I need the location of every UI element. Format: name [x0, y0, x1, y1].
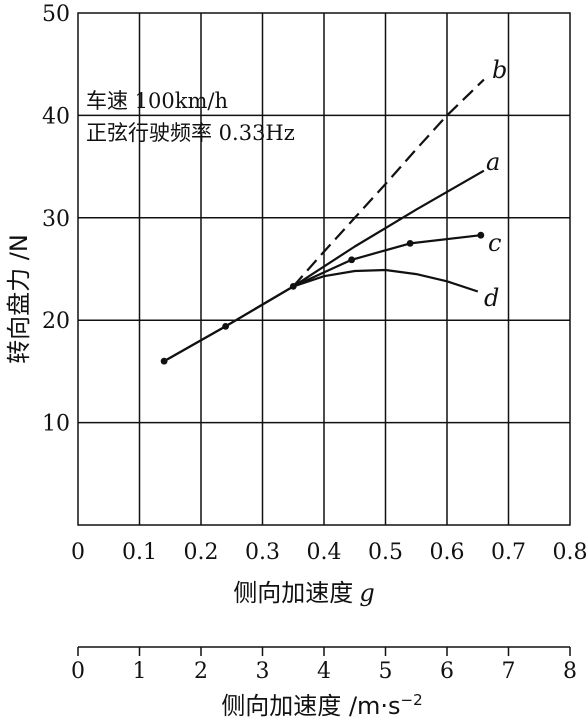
x-tick-label-0.2: 0.2 — [184, 540, 219, 565]
series-label-b: b — [492, 56, 507, 84]
secondary-x-tick-label-1: 1 — [133, 659, 147, 684]
secondary-x-tick-label-7: 7 — [502, 659, 516, 684]
secondary-x-axis: 0 1 2 3 4 5 6 7 8 侧向加速度 /m·s−2 — [71, 646, 577, 720]
annotation-sine-frequency: 正弦行驶频率 0.33Hz — [86, 121, 295, 145]
secondary-x-ticks — [77, 647, 571, 656]
x-tick-labels: 0 0.1 0.2 0.3 0.4 0.5 0.6 0.7 0.8 — [71, 540, 588, 565]
y-tick-label-20: 20 — [42, 309, 70, 334]
x-tick-label-0.3: 0.3 — [245, 540, 280, 565]
x-tick-label-0.5: 0.5 — [368, 540, 403, 565]
y-tick-label-10: 10 — [42, 412, 70, 437]
secondary-x-tick-label-8: 8 — [563, 659, 577, 684]
series-line-c — [163, 234, 481, 363]
y-tick-label-40: 40 — [42, 104, 70, 129]
y-tick-labels: 10 20 30 40 50 — [42, 2, 70, 437]
data-point-c-1 — [222, 322, 230, 330]
x-tick-label-0.4: 0.4 — [307, 540, 342, 565]
series-label-c: c — [488, 229, 501, 257]
data-point-c-0 — [160, 357, 168, 365]
x-axis-title: 侧向加速度 g — [233, 579, 374, 607]
secondary-x-tick-label-4: 4 — [317, 659, 331, 684]
data-point-c-3 — [348, 256, 356, 264]
series-layer: b a cd — [160, 56, 507, 365]
y-axis-title: 转向盘力 /N — [5, 234, 33, 364]
series-label-d: d — [484, 284, 499, 312]
y-tick-label-30: 30 — [42, 207, 70, 232]
x-tick-label-0.1: 0.1 — [122, 540, 157, 565]
x-tick-label-0.7: 0.7 — [491, 540, 526, 565]
series-line-d — [292, 268, 479, 293]
x-tick-label-0.8: 0.8 — [553, 540, 588, 565]
secondary-x-tick-labels: 0 1 2 3 4 5 6 7 8 — [71, 659, 577, 684]
x-tick-label-0.6: 0.6 — [430, 540, 465, 565]
series-label-a: a — [486, 148, 500, 176]
data-point-c-5 — [477, 231, 485, 239]
data-point-c-4 — [406, 240, 414, 247]
series-line-b — [292, 78, 485, 288]
secondary-x-tick-label-2: 2 — [194, 659, 208, 684]
secondary-x-axis-title-exponent: −2 — [401, 691, 423, 709]
x-axis-title-symbol: g — [359, 579, 374, 607]
annotation-block: 车速 100km/h 正弦行驶频率 0.33Hz — [86, 89, 295, 145]
annotation-vehicle-speed: 车速 100km/h — [86, 89, 228, 113]
x-tick-label-0: 0 — [71, 540, 85, 565]
plot-frame — [77, 12, 571, 526]
secondary-x-tick-label-3: 3 — [256, 659, 270, 684]
x-axis-title-text: 侧向加速度 — [233, 579, 353, 607]
y-tick-label-50: 50 — [42, 2, 70, 27]
secondary-x-axis-title-text: 侧向加速度 /m·s — [221, 692, 400, 720]
secondary-x-tick-label-6: 6 — [440, 659, 454, 684]
secondary-x-tick-label-0: 0 — [71, 659, 85, 684]
secondary-x-axis-title: 侧向加速度 /m·s−2 — [221, 691, 422, 720]
secondary-x-tick-label-5: 5 — [379, 659, 393, 684]
